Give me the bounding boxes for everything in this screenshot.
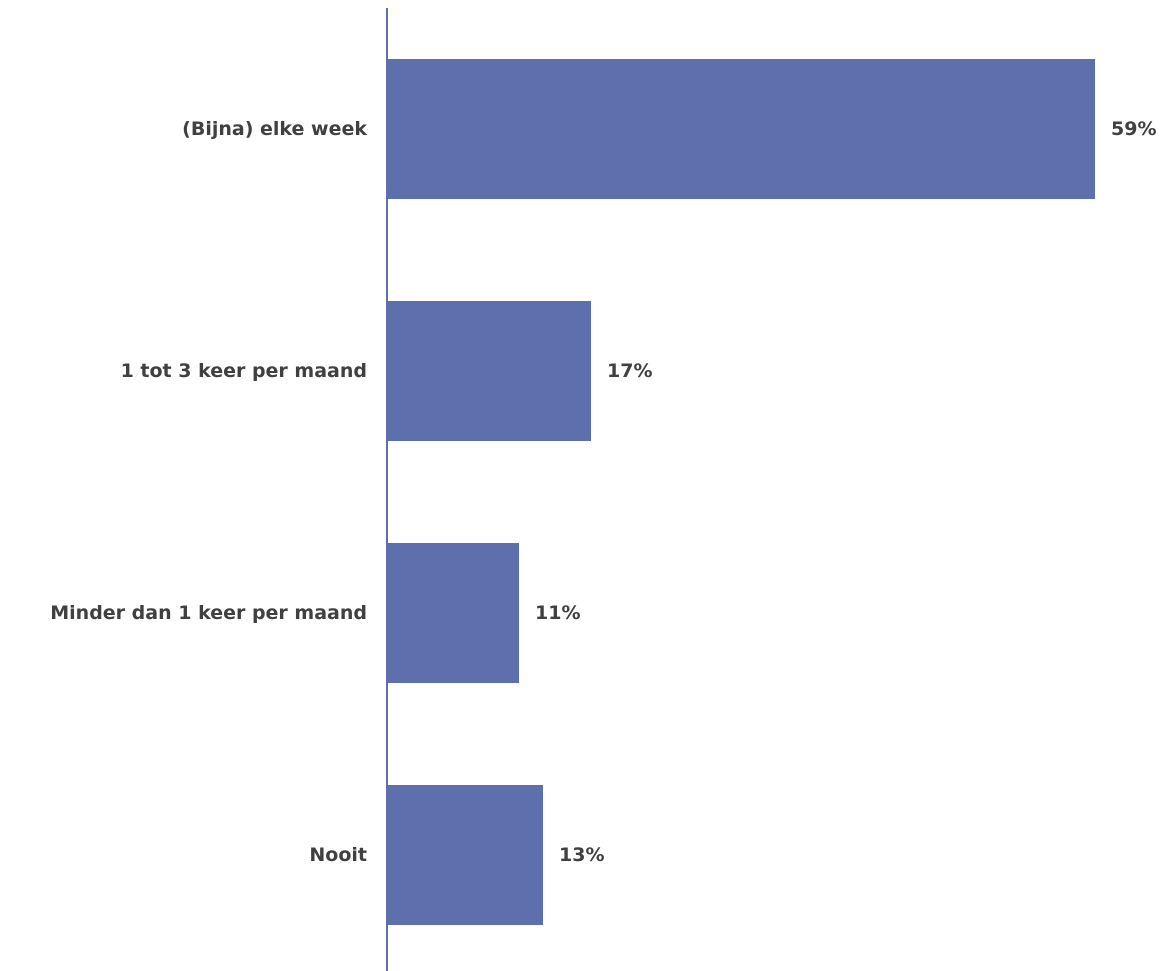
value-label-0: 59% [1111, 118, 1156, 140]
bar-0 [387, 59, 1095, 199]
value-label-2: 11% [535, 602, 580, 624]
category-label-3: Nooit [309, 844, 367, 866]
category-label-1: 1 tot 3 keer per maand [121, 360, 367, 382]
bar-3 [387, 785, 543, 925]
bars-layer [387, 59, 1095, 925]
value-label-3: 13% [559, 844, 604, 866]
bar-2 [387, 543, 519, 683]
bar-1 [387, 301, 591, 441]
category-label-0: (Bijna) elke week [182, 118, 367, 140]
labels-layer: (Bijna) elke week 59% 1 tot 3 keer per maa… [50, 118, 1156, 866]
category-label-2: Minder dan 1 keer per maand [50, 602, 367, 624]
value-label-1: 17% [607, 360, 652, 382]
